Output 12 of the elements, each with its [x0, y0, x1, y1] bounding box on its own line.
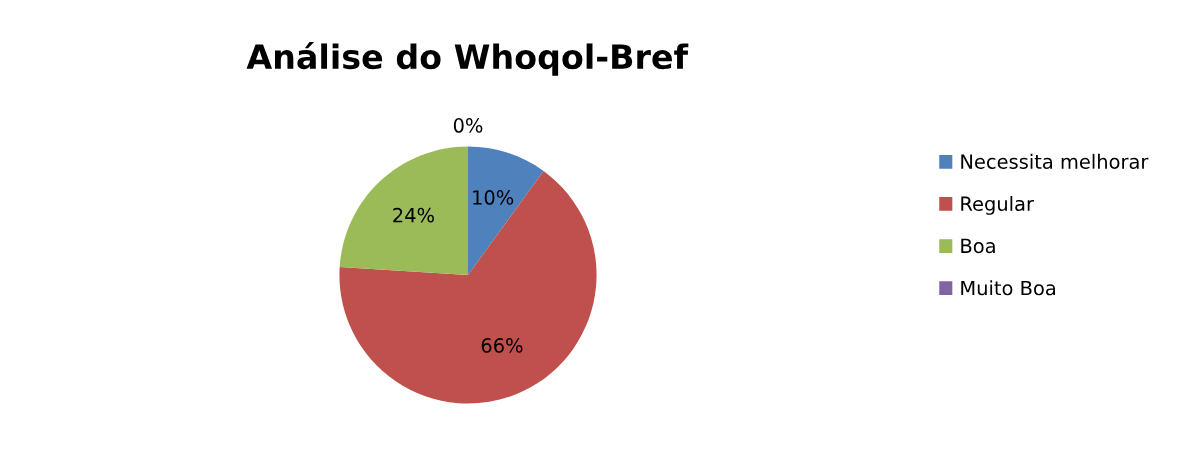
legend-label: Regular — [961, 196, 1034, 215]
legend-label: Necessita melhorar — [961, 153, 1149, 169]
text: 0% — [453, 118, 483, 133]
data-label: 66% — [481, 338, 523, 353]
legend-label: Muito Boa — [961, 280, 1055, 296]
chart-title: Análise do Whoqol-Bref — [246, 42, 689, 76]
pie-slice — [468, 146, 544, 275]
legend-label: Boa — [961, 238, 995, 254]
pie-slice — [339, 170, 597, 404]
data-label: 24% — [393, 207, 434, 223]
pie-slice — [339, 146, 468, 275]
data-label: 10% — [473, 190, 514, 205]
